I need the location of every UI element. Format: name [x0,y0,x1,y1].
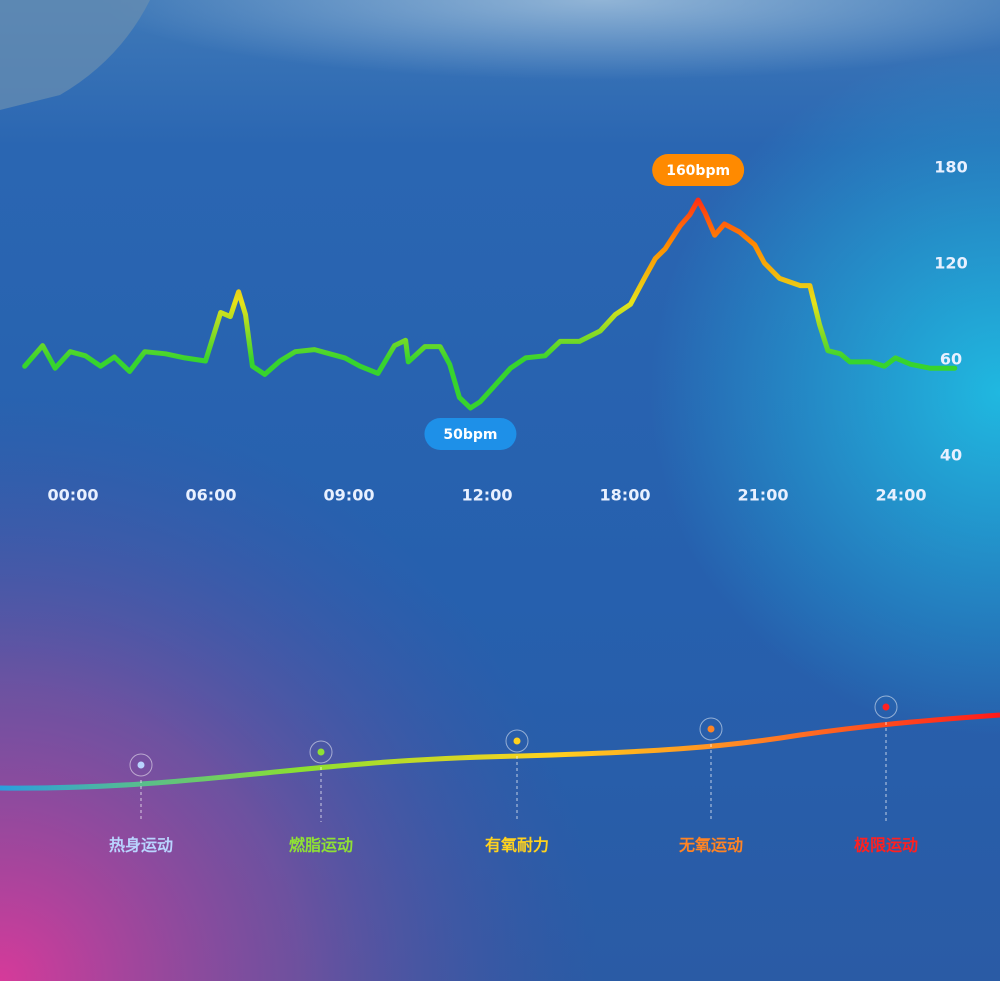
zone-label: 有氧耐力 [485,836,549,855]
background-mist [0,0,1000,160]
y-tick-label: 120 [934,254,967,273]
x-tick-label: 00:00 [48,486,99,505]
decor [0,0,150,110]
x-tick-label: 18:00 [600,486,651,505]
zone-ring [699,717,723,741]
heart-rate-line [22,197,958,411]
value-label-pill [424,418,517,450]
zone-dot [317,748,325,756]
y-tick-label: 40 [940,446,962,465]
y-tick-label: 60 [940,350,962,369]
x-tick-label: 24:00 [876,486,927,505]
x-tick-label: 12:00 [462,486,513,505]
zone-curve [0,712,1000,791]
zone-label: 极限运动 [854,836,918,855]
zone-dot [882,703,890,711]
zone-dot [707,725,715,733]
value-label: 50bpm [443,427,497,443]
value-label-pill [652,154,745,186]
zone-dot [137,761,145,769]
zone-label: 燃脂运动 [289,836,353,855]
zone-ring [129,753,153,777]
y-tick-label: 180 [934,158,967,177]
zone-ring [874,695,898,719]
zone-ring [309,740,333,764]
zone-label: 热身运动 [109,836,173,855]
zone-dot [513,737,521,745]
x-tick-label: 06:00 [186,486,237,505]
value-label: 160bpm [666,163,730,179]
zone-ring [505,729,529,753]
x-tick-label: 21:00 [738,486,789,505]
zone-label: 无氧运动 [678,836,743,855]
x-tick-label: 09:00 [324,486,375,505]
